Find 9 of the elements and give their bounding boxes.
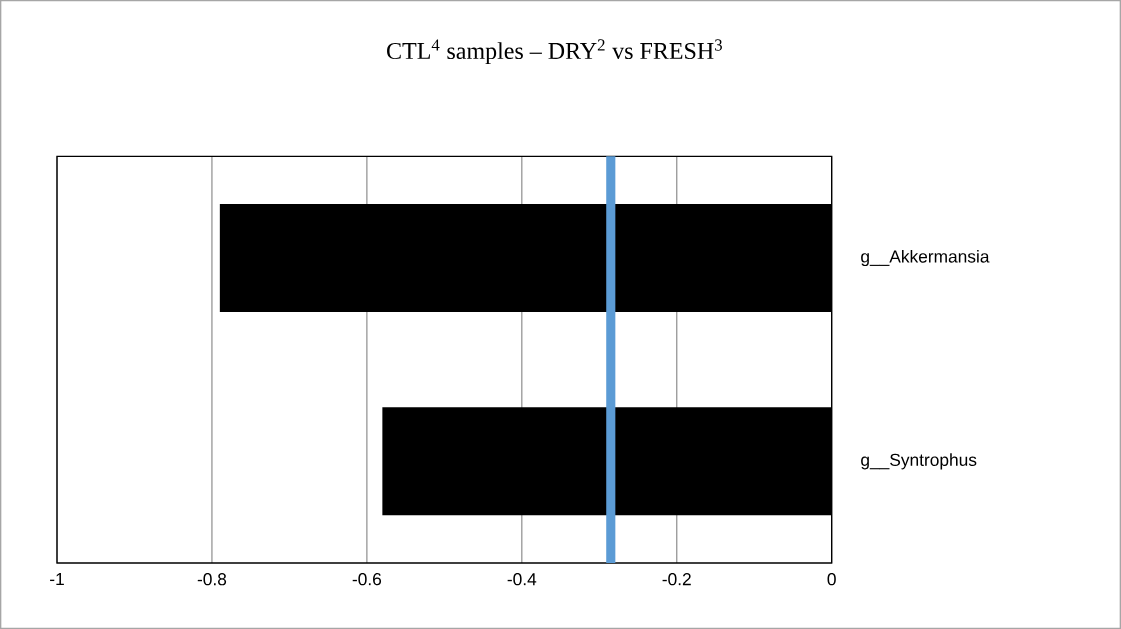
x-tick-label: -0.2 [662, 573, 691, 586]
x-tick-label: -1 [50, 573, 64, 585]
x-tick-label: -0.8 [197, 573, 227, 586]
x-tick-label: -0.4 [507, 573, 537, 586]
y-tick-label: g__Syntrophus [861, 453, 977, 470]
chart-title: CTL$^{4}$ samples – DRY$^{2}$ vs FRESH$^{3}$ [387, 39, 722, 64]
x-tick-label: 0 [827, 573, 836, 586]
y-tick-label: g__Akkermansia [861, 249, 990, 267]
x-tick-label: -0.6 [352, 573, 382, 586]
